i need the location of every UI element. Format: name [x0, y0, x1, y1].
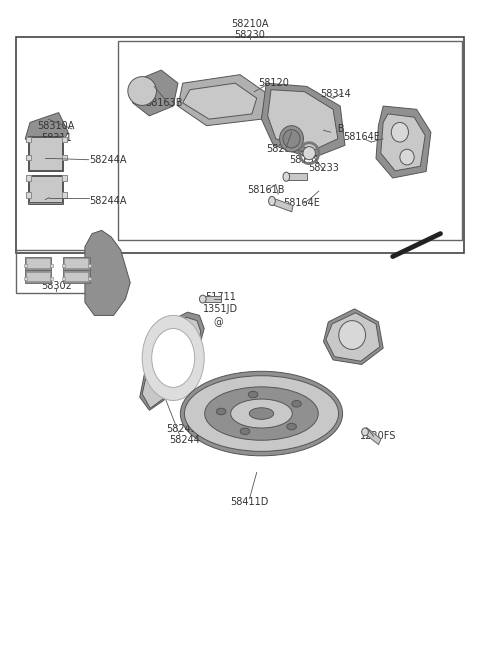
Text: 58210A
58230: 58210A 58230 — [231, 18, 268, 40]
Ellipse shape — [287, 423, 296, 430]
Ellipse shape — [391, 122, 408, 142]
Bar — [62, 155, 67, 160]
Ellipse shape — [283, 172, 289, 181]
Ellipse shape — [180, 371, 343, 456]
Bar — [24, 277, 27, 280]
Bar — [29, 137, 62, 170]
Bar — [26, 155, 31, 160]
Ellipse shape — [142, 315, 204, 401]
Bar — [50, 277, 53, 280]
Text: 58302: 58302 — [41, 281, 72, 291]
Text: 58233: 58233 — [308, 163, 339, 173]
Text: 58161B: 58161B — [307, 124, 345, 134]
Bar — [28, 135, 63, 171]
Bar — [26, 137, 31, 142]
Text: 58163B: 58163B — [145, 98, 182, 108]
Polygon shape — [381, 114, 425, 171]
Bar — [26, 258, 50, 267]
Bar — [271, 198, 293, 212]
Polygon shape — [262, 83, 345, 158]
Bar — [63, 256, 90, 269]
Text: 1220FS: 1220FS — [360, 432, 396, 442]
Ellipse shape — [240, 428, 250, 434]
Text: 58314: 58314 — [320, 89, 351, 99]
Ellipse shape — [283, 129, 300, 148]
Polygon shape — [178, 75, 266, 125]
Bar — [118, 41, 462, 240]
Bar — [62, 193, 67, 198]
Text: 58164E: 58164E — [343, 132, 380, 142]
Bar — [62, 277, 65, 280]
Ellipse shape — [269, 196, 276, 206]
Bar — [24, 263, 27, 267]
Bar — [26, 175, 31, 181]
Ellipse shape — [339, 321, 365, 350]
Polygon shape — [376, 106, 431, 178]
Text: 51711: 51711 — [205, 292, 236, 302]
Ellipse shape — [216, 408, 226, 415]
Bar — [64, 271, 88, 281]
Bar — [88, 277, 91, 280]
Ellipse shape — [280, 125, 303, 152]
Polygon shape — [25, 112, 68, 150]
Text: 58232: 58232 — [289, 155, 320, 166]
Ellipse shape — [184, 376, 338, 451]
Text: 1351JD: 1351JD — [204, 304, 239, 314]
Text: 58243A
58244: 58243A 58244 — [167, 424, 204, 445]
Text: 58235C: 58235C — [266, 144, 304, 154]
Bar — [202, 296, 221, 302]
Polygon shape — [183, 83, 257, 119]
Polygon shape — [324, 309, 383, 365]
Polygon shape — [326, 313, 380, 361]
Polygon shape — [85, 231, 130, 315]
Ellipse shape — [199, 295, 206, 303]
Bar — [285, 173, 307, 180]
Polygon shape — [142, 317, 201, 408]
Ellipse shape — [152, 328, 195, 388]
Ellipse shape — [400, 149, 414, 165]
Bar — [25, 269, 51, 283]
Bar — [50, 263, 53, 267]
Ellipse shape — [303, 147, 315, 160]
Text: @: @ — [214, 317, 223, 327]
Ellipse shape — [362, 428, 368, 436]
Ellipse shape — [204, 387, 318, 440]
Bar — [364, 428, 381, 445]
Bar — [88, 263, 91, 267]
Text: 58244A: 58244A — [90, 154, 127, 165]
Ellipse shape — [249, 408, 274, 419]
Bar — [63, 269, 90, 283]
Text: 58161B: 58161B — [248, 185, 285, 195]
Ellipse shape — [231, 399, 292, 428]
Bar — [16, 250, 116, 292]
Bar — [26, 193, 31, 198]
Bar — [25, 256, 51, 269]
Ellipse shape — [248, 391, 258, 397]
Text: 58120: 58120 — [258, 78, 289, 88]
Text: 58164E: 58164E — [284, 198, 321, 208]
Ellipse shape — [292, 401, 301, 407]
Text: 58310A
58311: 58310A 58311 — [37, 122, 75, 143]
Bar — [16, 37, 464, 253]
Polygon shape — [140, 312, 204, 410]
Polygon shape — [132, 70, 178, 116]
Bar — [62, 175, 67, 181]
Bar — [29, 176, 62, 202]
Ellipse shape — [128, 77, 156, 105]
Bar — [62, 137, 67, 142]
Bar — [62, 263, 65, 267]
Bar — [26, 271, 50, 281]
Polygon shape — [268, 90, 338, 150]
Text: 58411D: 58411D — [230, 497, 269, 507]
Bar — [64, 258, 88, 267]
Bar — [28, 175, 63, 204]
Text: 58244A: 58244A — [90, 196, 127, 206]
